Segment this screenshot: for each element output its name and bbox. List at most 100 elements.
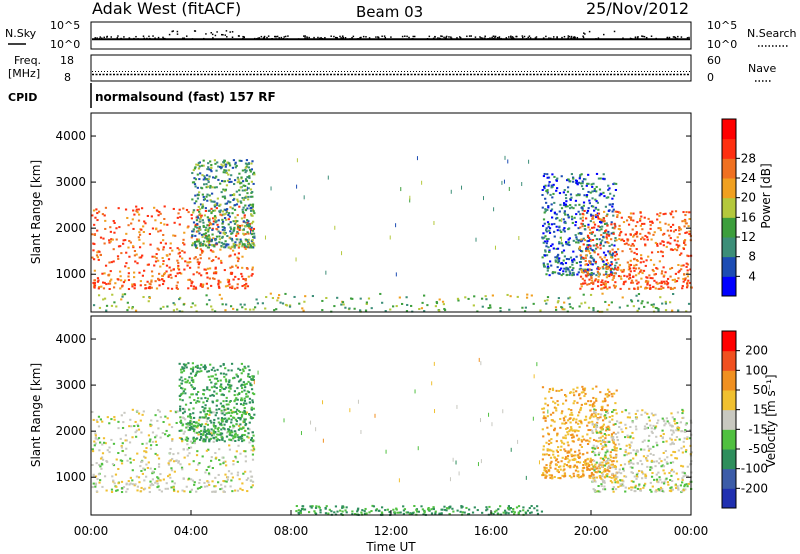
scatter-point — [188, 426, 192, 429]
scatter-point — [590, 263, 593, 266]
scatter-point — [597, 268, 600, 271]
scatter-point — [579, 240, 583, 243]
scatter-point — [159, 212, 162, 215]
scatter-point — [176, 287, 179, 290]
nsky-point — [535, 37, 537, 40]
scatter-point — [159, 241, 163, 244]
scatter-point — [117, 207, 120, 210]
scatter-point — [629, 263, 633, 266]
scatter-point — [541, 206, 544, 209]
scatter-point — [580, 256, 583, 259]
scatter-point — [566, 267, 569, 270]
scatter-point — [166, 435, 170, 438]
scatter-point — [197, 422, 200, 425]
scatter-point — [243, 284, 246, 287]
scatter-point — [581, 277, 584, 280]
scatter-point — [686, 254, 689, 257]
scatter-point — [554, 402, 557, 405]
scatter-point — [565, 266, 568, 269]
scatter-point — [213, 385, 216, 388]
scatter-point — [545, 471, 548, 474]
scatter-point — [548, 229, 551, 232]
scatter-point — [195, 469, 198, 472]
scatter-point — [549, 209, 553, 212]
scatter-point — [677, 263, 680, 266]
scatter-point — [170, 469, 174, 472]
scatter-point — [223, 159, 227, 162]
scatter-point — [617, 258, 620, 261]
scatter-point — [589, 220, 592, 223]
scatter-point — [231, 439, 234, 442]
scatter-point — [201, 405, 204, 408]
scatter-point — [119, 287, 122, 290]
colorbar-segment — [722, 158, 736, 179]
scatter-point — [238, 180, 241, 183]
scatter-point — [670, 438, 673, 441]
scatter-point — [215, 377, 219, 380]
scatter-point — [137, 213, 141, 216]
nsky-point — [318, 37, 321, 40]
scatter-point — [189, 367, 193, 370]
scatter-point — [579, 409, 582, 412]
range-tick-label: 2000 — [55, 221, 86, 235]
scatter-point — [589, 231, 592, 234]
scatter-point — [589, 429, 592, 432]
scatter-point — [556, 434, 559, 437]
scatter-point — [619, 483, 622, 486]
scatter-point — [608, 394, 611, 397]
scatter-point — [215, 235, 219, 238]
scatter-point — [156, 480, 159, 483]
scatter-point — [557, 454, 560, 457]
scatter-point — [237, 424, 241, 427]
scatter-point — [381, 301, 384, 304]
scatter-point — [545, 201, 548, 204]
scatter-point — [178, 310, 181, 313]
scatter-point — [663, 280, 666, 283]
scatter-point — [198, 416, 202, 419]
scatter-point — [413, 504, 416, 507]
scatter-point — [224, 417, 227, 420]
scatter-point — [606, 469, 610, 472]
scatter-point — [589, 260, 592, 263]
scatter-point — [228, 383, 231, 386]
scatter-point — [179, 419, 183, 422]
scatter-point — [236, 393, 239, 396]
scatter-point — [101, 443, 104, 446]
scatter-point — [180, 386, 183, 389]
scatter-point — [234, 455, 237, 458]
scatter-point — [139, 280, 142, 283]
scatter-point — [194, 424, 197, 427]
scatter-point — [570, 409, 573, 412]
scatter-point — [233, 376, 236, 379]
scatter-point — [585, 268, 589, 271]
scatter-point — [565, 200, 568, 203]
scatter-point — [136, 211, 139, 214]
scatter-point — [615, 261, 618, 264]
scatter-point — [577, 455, 580, 458]
scatter-point — [584, 301, 587, 304]
scatter-point — [229, 227, 233, 230]
nsky-point — [401, 35, 404, 38]
scatter-point — [111, 475, 114, 478]
scatter-point — [120, 445, 123, 448]
scatter-point — [299, 511, 302, 514]
scatter-point — [604, 456, 607, 459]
scatter-point — [583, 418, 587, 421]
scatter-point — [234, 166, 237, 169]
scatter-point — [236, 286, 239, 289]
nsky-strip-frame — [90, 21, 692, 50]
scatter-point — [642, 472, 645, 475]
scatter-point — [213, 436, 216, 439]
scatter-point — [166, 305, 169, 308]
scatter-point — [629, 247, 632, 250]
scatter-point — [678, 233, 681, 236]
scatter-point — [176, 247, 179, 250]
scatter-point — [236, 176, 239, 179]
scatter-point — [599, 416, 602, 419]
nsky-point — [222, 34, 224, 36]
scatter-point — [156, 454, 159, 457]
scatter-point — [445, 509, 448, 512]
scatter-point — [131, 469, 134, 472]
scatter-point — [220, 432, 224, 435]
scatter-point — [243, 397, 246, 400]
